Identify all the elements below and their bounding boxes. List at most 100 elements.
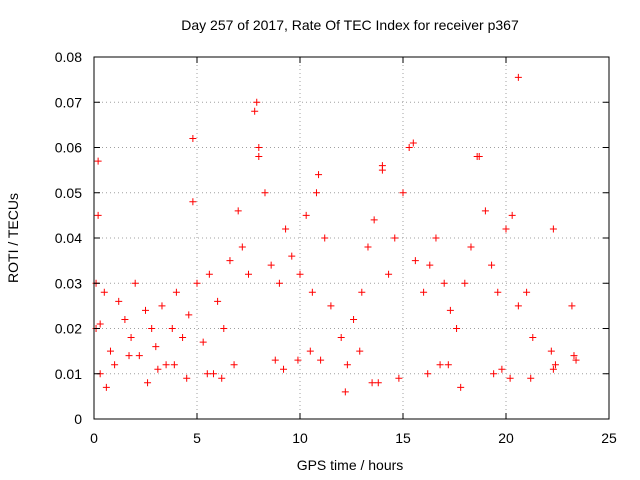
data-point — [185, 311, 193, 319]
data-point — [226, 257, 234, 265]
x-tick-label: 0 — [90, 430, 98, 446]
y-tick-label: 0.01 — [55, 366, 82, 382]
data-point — [453, 325, 461, 332]
data-point — [96, 320, 104, 328]
data-point — [111, 361, 119, 369]
data-point — [209, 370, 217, 378]
data-point — [370, 216, 378, 224]
data-point — [218, 374, 226, 382]
data-point — [189, 134, 197, 142]
data-point — [170, 361, 178, 369]
data-point — [131, 279, 139, 287]
y-tick-label: 0.04 — [55, 230, 82, 246]
y-tick-label: 0.08 — [55, 49, 82, 65]
data-point — [183, 374, 191, 382]
x-tick-label: 5 — [193, 430, 201, 446]
data-point — [245, 270, 252, 278]
data-point — [154, 365, 162, 373]
data-point — [358, 288, 366, 296]
data-point — [205, 270, 213, 278]
data-point — [94, 157, 102, 165]
data-point — [179, 334, 187, 342]
data-point — [343, 361, 351, 369]
data-point — [271, 356, 279, 364]
data-point — [529, 334, 537, 342]
data-point — [162, 361, 170, 369]
x-axis-label: GPS time / hours — [297, 457, 404, 473]
data-point — [527, 374, 535, 382]
data-point — [253, 98, 261, 106]
data-point — [135, 352, 143, 360]
data-point — [144, 379, 152, 387]
data-point — [547, 347, 555, 355]
data-point — [424, 370, 432, 378]
data-point — [514, 73, 522, 81]
data-point — [405, 144, 413, 151]
data-point — [508, 211, 516, 219]
data-point — [321, 234, 329, 242]
data-point — [356, 347, 364, 355]
data-point — [189, 198, 197, 206]
data-point — [337, 334, 345, 342]
data-point — [444, 361, 452, 369]
grid-lines — [94, 57, 609, 419]
data-point — [572, 356, 580, 364]
y-tick-label: 0.06 — [55, 140, 82, 156]
data-point — [125, 352, 133, 360]
data-point — [275, 279, 283, 287]
data-point — [261, 189, 269, 197]
data-point — [199, 338, 207, 346]
data-point — [312, 189, 320, 197]
data-point — [420, 288, 428, 296]
y-tick-label: 0.07 — [55, 94, 82, 110]
data-point — [302, 211, 310, 219]
data-point — [488, 261, 496, 269]
data-point — [549, 225, 557, 233]
data-point — [461, 279, 469, 287]
data-point — [115, 297, 123, 305]
data-point — [364, 243, 372, 251]
data-point — [127, 334, 135, 342]
data-point — [230, 361, 238, 369]
axis-ticks: 0 5 10 15 20 25 0 0.01 0.02 0.03 0.04 0.05 0.06 0.07 0… — [55, 49, 617, 446]
data-point — [498, 365, 506, 373]
data-point — [106, 347, 114, 355]
y-axis-label: ROTI / TECUs — [5, 193, 21, 283]
data-point — [502, 225, 510, 233]
data-point — [457, 383, 465, 391]
data-point — [514, 302, 522, 310]
data-point — [374, 379, 382, 387]
data-point — [409, 139, 417, 147]
data-point — [432, 234, 440, 242]
data-point — [102, 383, 110, 391]
x-tick-label: 20 — [498, 430, 514, 446]
data-point — [214, 297, 222, 305]
data-point — [481, 207, 489, 215]
data-point — [308, 288, 316, 296]
data-point — [341, 388, 349, 396]
data-point — [288, 252, 296, 260]
data-point — [467, 243, 475, 251]
data-point — [391, 234, 399, 242]
y-tick-label: 0.05 — [55, 185, 82, 201]
data-point — [100, 288, 108, 296]
data-point — [94, 211, 102, 219]
x-tick-label: 15 — [395, 430, 411, 446]
data-points — [92, 73, 580, 396]
data-point — [549, 365, 557, 373]
data-point — [570, 352, 578, 360]
data-point — [523, 288, 531, 296]
data-point — [568, 302, 576, 310]
data-point — [395, 374, 403, 382]
data-point — [148, 325, 156, 332]
data-point — [446, 306, 454, 314]
y-tick-label: 0.03 — [55, 275, 82, 291]
data-point — [327, 302, 335, 310]
data-point — [490, 370, 498, 378]
data-point — [203, 370, 211, 378]
y-tick-label: 0.02 — [55, 321, 82, 337]
data-point — [426, 261, 434, 269]
data-point — [368, 379, 376, 387]
data-point — [280, 365, 288, 373]
